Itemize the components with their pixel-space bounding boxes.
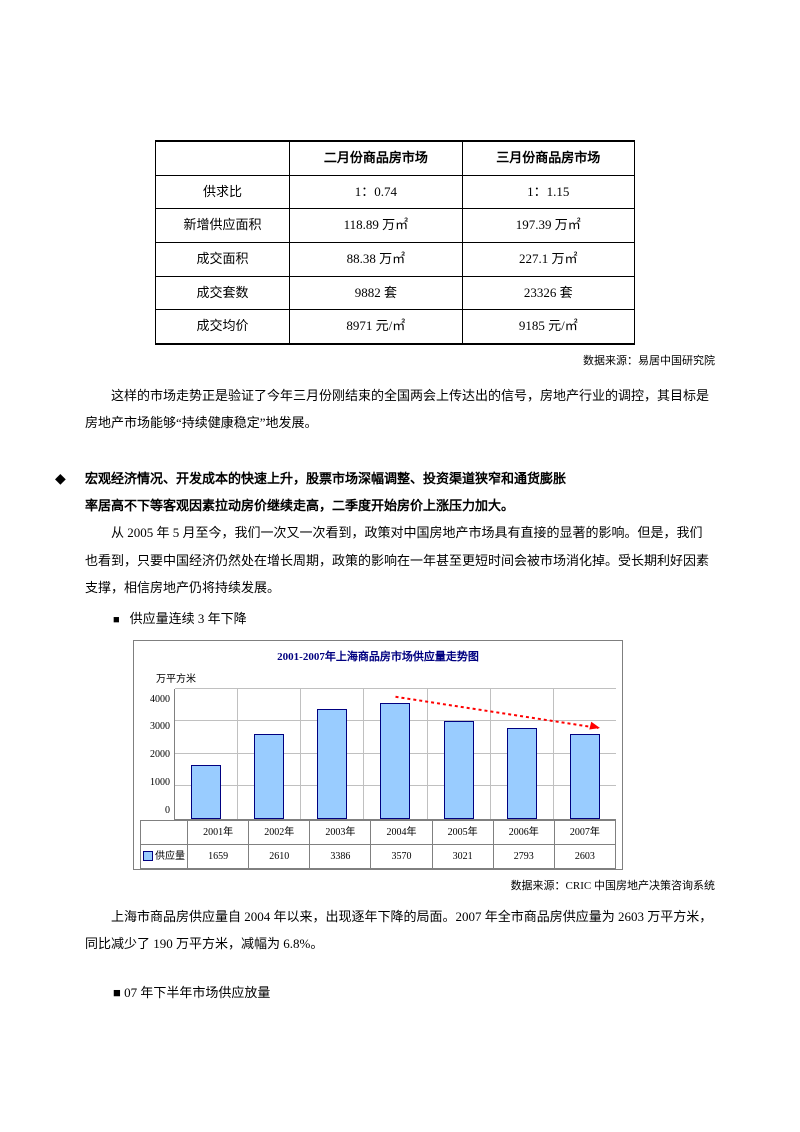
chart-bar — [428, 689, 491, 819]
legend-swatch-icon — [143, 851, 153, 861]
cell: 1：0.74 — [290, 175, 462, 209]
cell: 23326 套 — [462, 276, 634, 310]
th-mar: 三月份商品房市场 — [462, 141, 634, 175]
chart-yaxis: 4000 3000 2000 1000 0 — [140, 690, 174, 820]
chart-table-blank — [141, 820, 188, 844]
cell: 8971 元/㎡ — [290, 310, 462, 344]
square-bullet-icon: ■ — [113, 614, 120, 626]
row-label: 成交均价 — [156, 310, 290, 344]
chart-value: 1659 — [188, 844, 249, 868]
chart-category: 2003年 — [310, 820, 371, 844]
chart-bar — [301, 689, 364, 819]
ytick: 3000 — [140, 717, 170, 736]
supply-chart: 2001-2007年上海商品房市场供应量走势图 万平方米 4000 3000 2… — [133, 640, 623, 870]
cell: 227.1 万㎡ — [462, 243, 634, 277]
chart-bar — [364, 689, 427, 819]
paragraph-1: 这样的市场走势正是验证了今年三月份刚结束的全国两会上传达出的信号，房地产行业的调… — [85, 382, 715, 437]
square-bullet-icon: ■ — [113, 985, 124, 1000]
ytick: 4000 — [140, 690, 170, 709]
chart-bar — [238, 689, 301, 819]
chart-bar — [554, 689, 616, 819]
paragraph-2: 从 2005 年 5 月至今，我们一次又一次看到，政策对中国房地产市场具有直接的… — [85, 519, 715, 601]
row-label: 供求比 — [156, 175, 290, 209]
chart-bar — [491, 689, 554, 819]
chart-category: 2002年 — [249, 820, 310, 844]
chart-value: 2603 — [554, 844, 615, 868]
chart-category: 2006年 — [493, 820, 554, 844]
cell: 1：1.15 — [462, 175, 634, 209]
th-blank — [156, 141, 290, 175]
row-label: 成交面积 — [156, 243, 290, 277]
chart-data-table: 2001年2002年2003年2004年2005年2006年2007年 供应量 … — [140, 820, 616, 869]
cell: 88.38 万㎡ — [290, 243, 462, 277]
paragraph-3: 上海市商品房供应量自 2004 年以来，出现逐年下降的局面。2007 年全市商品… — [85, 903, 715, 958]
chart-value: 3021 — [432, 844, 493, 868]
bold-line-2: 率居高不下等客观因素拉动房价继续走高，二季度开始房价上涨压力加大。 — [85, 492, 715, 519]
chart-source: 数据来源：CRIC 中国房地产决策咨询系统 — [85, 876, 715, 897]
bold-line-1: 宏观经济情况、开发成本的快速上升，股票市场深幅调整、投资渠道狭窄和通货膨胀 — [85, 465, 715, 492]
sub-bullet-2: ■ 07 年下半年市场供应放量 — [113, 981, 715, 1006]
chart-series-label: 供应量 — [155, 851, 185, 862]
cell: 9185 元/㎡ — [462, 310, 634, 344]
sub-bullet-1-text: 供应量连续 3 年下降 — [130, 611, 247, 626]
chart-value: 2793 — [493, 844, 554, 868]
chart-title: 2001-2007年上海商品房市场供应量走势图 — [140, 647, 616, 668]
sub-bullet-1: ■ 供应量连续 3 年下降 — [113, 607, 715, 632]
chart-bar — [175, 689, 238, 819]
diamond-bullet-icon: ◆ — [55, 467, 66, 494]
chart-ylabel: 万平方米 — [156, 670, 616, 689]
chart-plot — [174, 689, 616, 820]
market-table: 二月份商品房市场 三月份商品房市场 供求比 1：0.74 1：1.15 新增供应… — [155, 140, 635, 345]
cell: 118.89 万㎡ — [290, 209, 462, 243]
th-feb: 二月份商品房市场 — [290, 141, 462, 175]
cell: 9882 套 — [290, 276, 462, 310]
table-source: 数据来源：易居中国研究院 — [85, 351, 715, 372]
ytick: 0 — [140, 801, 170, 820]
row-label: 新增供应面积 — [156, 209, 290, 243]
sub-bullet-2-text: 07 年下半年市场供应放量 — [124, 985, 270, 1000]
chart-legend: 供应量 — [141, 844, 188, 868]
chart-category: 2004年 — [371, 820, 432, 844]
chart-value: 3570 — [371, 844, 432, 868]
chart-value: 3386 — [310, 844, 371, 868]
chart-category: 2007年 — [554, 820, 615, 844]
row-label: 成交套数 — [156, 276, 290, 310]
cell: 197.39 万㎡ — [462, 209, 634, 243]
ytick: 2000 — [140, 745, 170, 764]
ytick: 1000 — [140, 773, 170, 792]
chart-category: 2001年 — [188, 820, 249, 844]
chart-category: 2005年 — [432, 820, 493, 844]
chart-value: 2610 — [249, 844, 310, 868]
